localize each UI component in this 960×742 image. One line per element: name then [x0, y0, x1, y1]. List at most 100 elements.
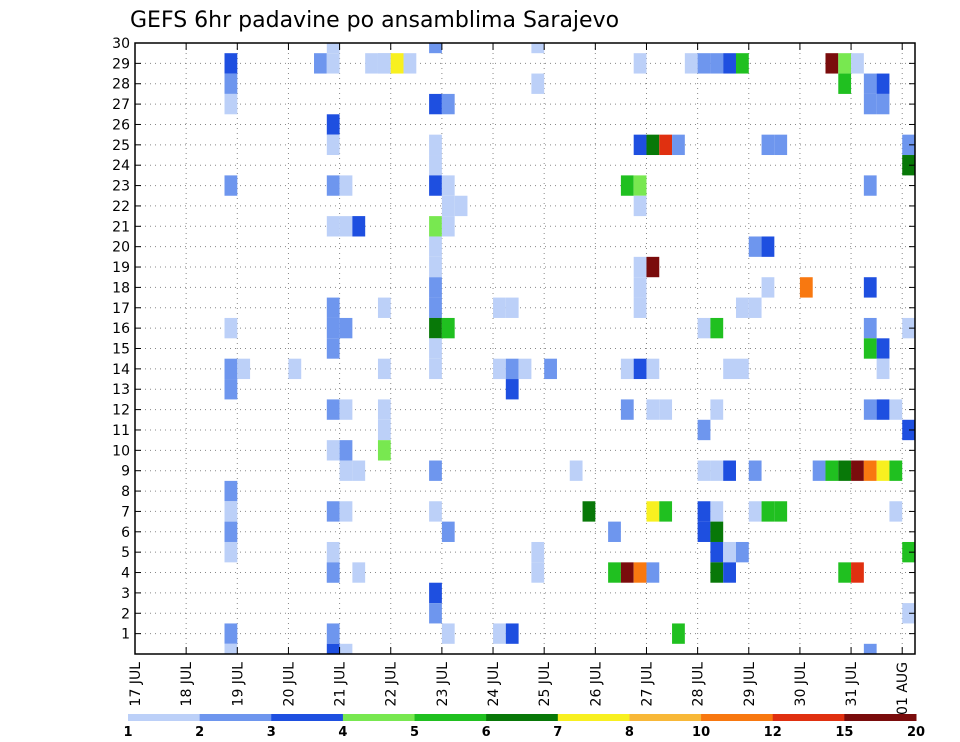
heatmap-cell [697, 501, 711, 522]
heatmap-cell [377, 440, 391, 461]
heatmap-cell [697, 460, 711, 481]
colorbar-segment [199, 714, 272, 721]
heatmap-cell [454, 195, 468, 217]
heatmap-cell [748, 460, 762, 481]
colorbar-segment [414, 714, 487, 721]
heatmap-cell [735, 297, 749, 318]
x-tick-label: 17 JUL [128, 662, 144, 707]
heatmap-cell [339, 399, 353, 420]
x-tick-label: 30 JUL [793, 662, 809, 707]
heatmap-cell [326, 216, 340, 237]
colorbar-label: 3 [267, 725, 276, 740]
heatmap-cell [326, 440, 340, 461]
heatmap-cell [429, 175, 442, 196]
x-axis-ticks: 17 JUL 18 JUL 19 JUL 20 JUL 21 JUL 22 JUL 23 J… [128, 43, 911, 715]
heatmap-cell [863, 175, 877, 196]
heatmap-cell [429, 338, 442, 359]
y-tick-label: 16 [112, 321, 130, 337]
heatmap-cell [863, 277, 877, 298]
heatmap-cell [774, 134, 788, 156]
heatmap-cell [710, 521, 724, 542]
x-tick-label: 27 JUL [639, 662, 655, 707]
heatmap-cell [441, 216, 455, 237]
heatmap-cell [863, 643, 877, 654]
heatmap-cell [314, 53, 327, 74]
heatmap-cell [646, 134, 660, 156]
heatmap-cell [633, 277, 647, 298]
heatmap-cell [902, 419, 915, 441]
x-tick-label: 18 JUL [179, 662, 195, 707]
colorbar-label: 12 [764, 725, 782, 740]
heatmap-cell [352, 460, 366, 481]
heatmap-cell [838, 53, 852, 74]
heatmap-cell [224, 317, 238, 339]
heatmap-cell [224, 623, 238, 644]
heatmap-cell [224, 501, 238, 522]
heatmap-cell [518, 358, 532, 380]
colorbar-segment [772, 714, 845, 721]
heatmap-cell [326, 43, 340, 54]
y-tick-label: 15 [112, 342, 130, 358]
heatmap-cell [620, 175, 634, 196]
y-tick-label: 26 [112, 117, 130, 133]
y-tick-label: 2 [121, 606, 130, 622]
heatmap-cell [889, 460, 903, 481]
heatmap-cell [748, 236, 762, 257]
x-tick-label: 31 JUL [844, 662, 860, 707]
heatmap-cell [493, 623, 506, 644]
heatmap-cell [429, 43, 442, 54]
y-tick-label: 9 [121, 464, 130, 480]
heatmap-cell [339, 440, 353, 461]
colorbar-label: 8 [625, 725, 634, 740]
heatmap-cell [838, 73, 852, 94]
heatmap-cell [902, 134, 915, 156]
y-tick-label: 27 [112, 97, 130, 113]
heatmap-cell [697, 419, 711, 441]
y-tick-label: 19 [112, 260, 130, 276]
heatmap-cell [710, 460, 724, 481]
heatmap-cell [876, 460, 890, 481]
heatmap-cell [224, 541, 238, 563]
heatmap-cell [876, 399, 890, 420]
heatmap-cell [633, 358, 647, 380]
colorbar-label: 1 [123, 725, 132, 740]
heatmap-cell [799, 277, 813, 298]
heatmap-cell [646, 256, 660, 278]
colorbar-segment [701, 714, 774, 721]
heatmap-cell [876, 358, 890, 380]
y-tick-label: 28 [112, 77, 130, 93]
heatmap-cell [863, 73, 877, 94]
colorbar-label: 15 [835, 725, 853, 740]
heatmap-cell [339, 317, 353, 339]
heatmap-cell [889, 501, 903, 522]
heatmap-cell [326, 114, 340, 135]
colorbar-label: 4 [338, 725, 347, 740]
heatmap-cell [429, 134, 442, 156]
y-tick-label: 10 [112, 443, 130, 459]
heatmap-cell [876, 73, 890, 94]
y-tick-label: 8 [121, 484, 130, 500]
heatmap-cell [902, 541, 915, 563]
heatmap-cell [748, 297, 762, 318]
heatmap-cell [365, 53, 378, 74]
x-tick-label: 24 JUL [486, 662, 502, 707]
heatmap-cell [838, 460, 852, 481]
y-tick-label: 30 [112, 36, 130, 52]
y-tick-label: 6 [121, 525, 130, 541]
heatmap-cell [429, 236, 442, 257]
heatmap-cell [429, 460, 442, 481]
chart-title: GEFS 6hr padavine po ansamblima Sarajevo [130, 8, 619, 33]
y-tick-label: 24 [112, 158, 130, 174]
heatmap-cell [761, 134, 775, 156]
heatmap-cell [761, 236, 775, 257]
heatmap-cell [429, 155, 442, 176]
heatmap-cell [633, 297, 647, 318]
heatmap-cell [441, 93, 455, 115]
heatmap-cell [646, 399, 660, 420]
heatmap-cell [851, 460, 864, 481]
heatmap-cell [493, 297, 506, 318]
heatmap-cell [761, 277, 775, 298]
heatmap-cell [531, 541, 545, 563]
heatmap-cell [633, 134, 647, 156]
heatmap-cell [863, 460, 877, 481]
